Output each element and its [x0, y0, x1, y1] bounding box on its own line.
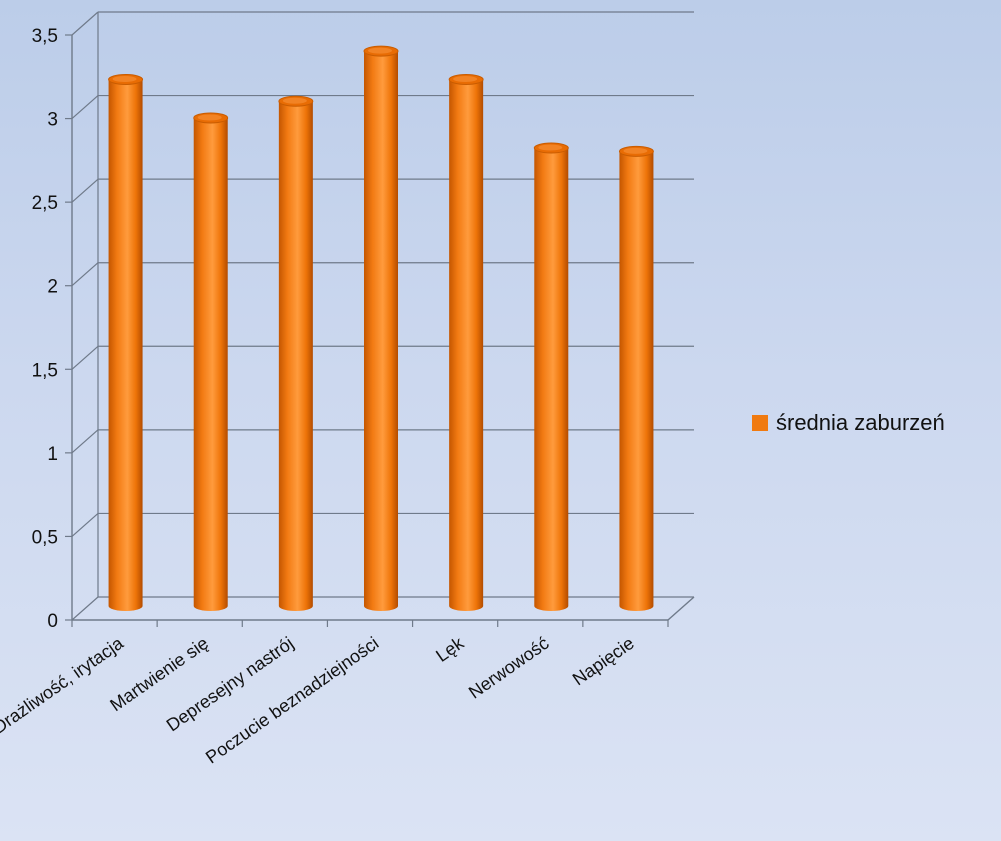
y-tick-label: 1,5 — [32, 360, 58, 381]
gridline-side — [71, 345, 99, 370]
gridline-side — [71, 429, 99, 454]
x-tick-label: Poczucie beznadziejności — [202, 633, 382, 768]
bar-top-highlight — [538, 144, 563, 151]
bars — [108, 45, 654, 612]
gridline-side — [71, 262, 99, 287]
bar-top-highlight — [282, 97, 307, 104]
gridline-side — [71, 512, 99, 537]
bar — [618, 145, 654, 611]
floor-edge — [667, 596, 695, 621]
legend: średnia zaburzeń — [752, 410, 945, 435]
x-tick-label: Lęk — [432, 632, 468, 666]
bar-body — [534, 148, 569, 611]
bar-top-highlight — [453, 76, 478, 82]
bar — [363, 45, 399, 612]
x-tick-label: Nerwowość — [465, 633, 553, 703]
bar — [278, 95, 314, 611]
y-tick-label: 1 — [47, 444, 58, 465]
bar-body — [364, 51, 398, 612]
axes — [65, 34, 695, 627]
bar-body — [193, 117, 228, 611]
x-tick-label: Napięcie — [569, 633, 638, 690]
bar-body — [278, 101, 313, 611]
legend-label: średnia zaburzeń — [776, 410, 945, 435]
bar-top-highlight — [623, 147, 648, 154]
bar-top-highlight — [112, 76, 137, 82]
gridline-side — [71, 596, 99, 621]
bar — [193, 112, 229, 611]
bar — [108, 74, 144, 611]
bar-body — [108, 79, 143, 611]
bar-top-highlight — [368, 47, 392, 54]
y-tick-label: 3,5 — [32, 26, 58, 47]
bar-body — [449, 79, 484, 611]
y-tick-label: 3 — [47, 110, 58, 131]
gridline-side — [71, 11, 99, 36]
bar — [533, 142, 569, 611]
bar-top-highlight — [197, 114, 222, 121]
y-tick-label: 0,5 — [32, 527, 58, 548]
x-tick-label: Drażliwość, irytacja — [0, 632, 128, 737]
legend-swatch — [752, 415, 768, 431]
y-tick-label: 2 — [47, 277, 58, 298]
bar-body — [619, 151, 654, 611]
gridline-side — [71, 95, 99, 120]
y-tick-label: 0 — [47, 611, 58, 632]
bar — [448, 74, 484, 611]
gridline-side — [71, 178, 99, 203]
y-tick-label: 2,5 — [32, 193, 58, 214]
